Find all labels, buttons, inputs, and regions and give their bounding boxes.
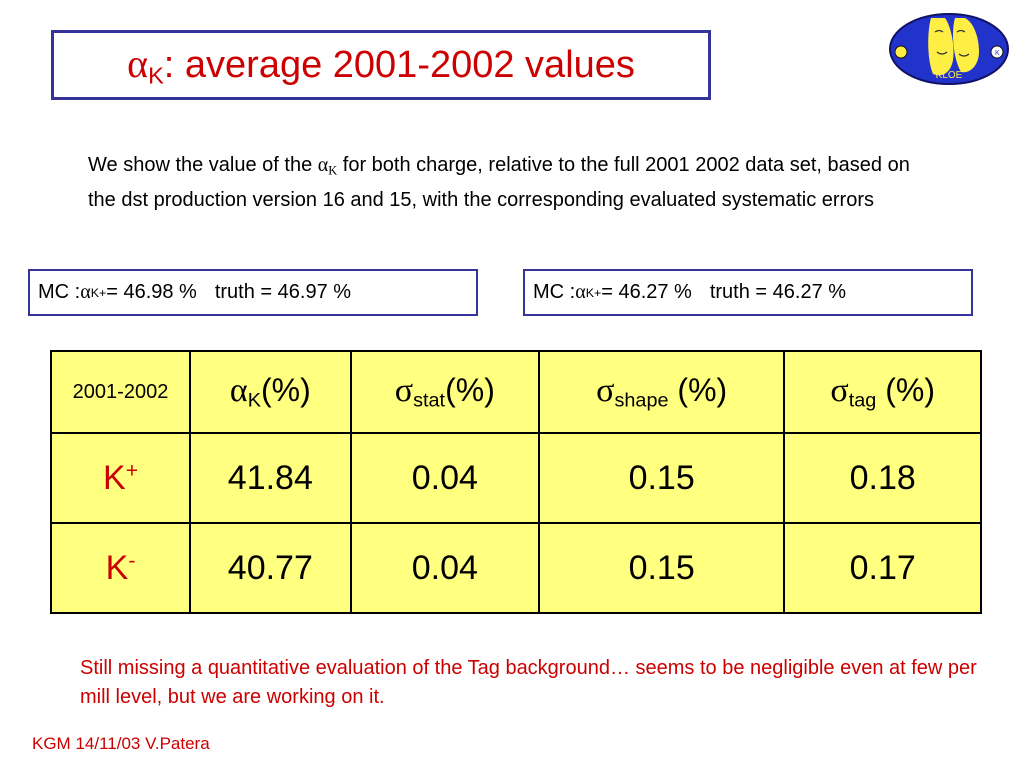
table-cell: 0.15: [537, 432, 786, 524]
intro-paragraph: We show the value of the αK for both cha…: [88, 150, 938, 215]
table-corner-cell: 2001-2002: [50, 350, 191, 434]
note-text: Still missing a quantitative evaluation …: [80, 657, 977, 708]
header-sigma-tag: σtag (%): [783, 350, 982, 434]
footer-text: KGM 14/11/03 V.Patera: [32, 734, 210, 753]
title-box: αK: average 2001-2002 values: [51, 30, 711, 100]
mc-box-left: MC : α K + = 46.98 % truth = 46.97 %: [28, 269, 478, 316]
mc-truth: truth = 46.97 %: [214, 281, 352, 303]
mc-prefix: MC :: [533, 281, 576, 303]
mc-value: = 46.27 %: [601, 281, 692, 303]
intro-subscript: K: [328, 163, 338, 178]
mc-symbol: α: [575, 281, 586, 303]
table-cell: 40.77: [189, 522, 352, 614]
mc-subscript: K: [585, 285, 594, 300]
mc-superscript: +: [98, 285, 107, 300]
table-row: K- 40.77 0.04 0.15 0.17: [50, 522, 982, 614]
mc-truth: truth = 46.27 %: [709, 281, 847, 303]
intro-text-after: for both charge, relative to the full 20…: [88, 154, 910, 212]
mc-box-right: MC : α K + = 46.27 % truth = 46.27 %: [523, 269, 973, 316]
table-cell: 0.15: [537, 522, 786, 614]
table-cell: 41.84: [189, 432, 352, 524]
table-cell: 0.17: [783, 522, 982, 614]
header-sigma-stat: σstat(%): [349, 350, 540, 434]
mc-value: = 46.98 %: [106, 281, 197, 303]
title-text: : average 2001-2002 values: [163, 44, 635, 87]
mc-symbol: α: [80, 281, 91, 303]
intro-symbol: α: [317, 154, 329, 176]
logo-text: KLOE: [936, 70, 963, 81]
table-cell: 0.18: [783, 432, 982, 524]
row-label-k-minus: K-: [50, 522, 191, 614]
mc-subscript: K: [90, 285, 99, 300]
header-alpha-k: αK(%): [189, 350, 352, 434]
table-header-row: 2001-2002 αK(%) σstat(%) σshape (%) σtag…: [50, 350, 982, 434]
title-symbol: α: [127, 41, 149, 87]
intro-text-before: We show the value of the: [88, 154, 318, 176]
title-subscript: K: [148, 62, 164, 89]
page-title: αK: average 2001-2002 values: [127, 40, 635, 90]
svg-text:K: K: [995, 50, 1000, 57]
table-row: K+ 41.84 0.04 0.15 0.18: [50, 432, 982, 524]
mc-superscript: +: [593, 285, 602, 300]
results-table: 2001-2002 αK(%) σstat(%) σshape (%) σtag…: [50, 350, 982, 614]
mc-prefix: MC :: [38, 281, 81, 303]
row-label-k-plus: K+: [50, 432, 191, 524]
kloe-logo: K KLOE: [889, 13, 1009, 85]
table-cell: 0.04: [349, 522, 540, 614]
header-sigma-shape: σshape (%): [537, 350, 786, 434]
table-cell: 0.04: [349, 432, 540, 524]
